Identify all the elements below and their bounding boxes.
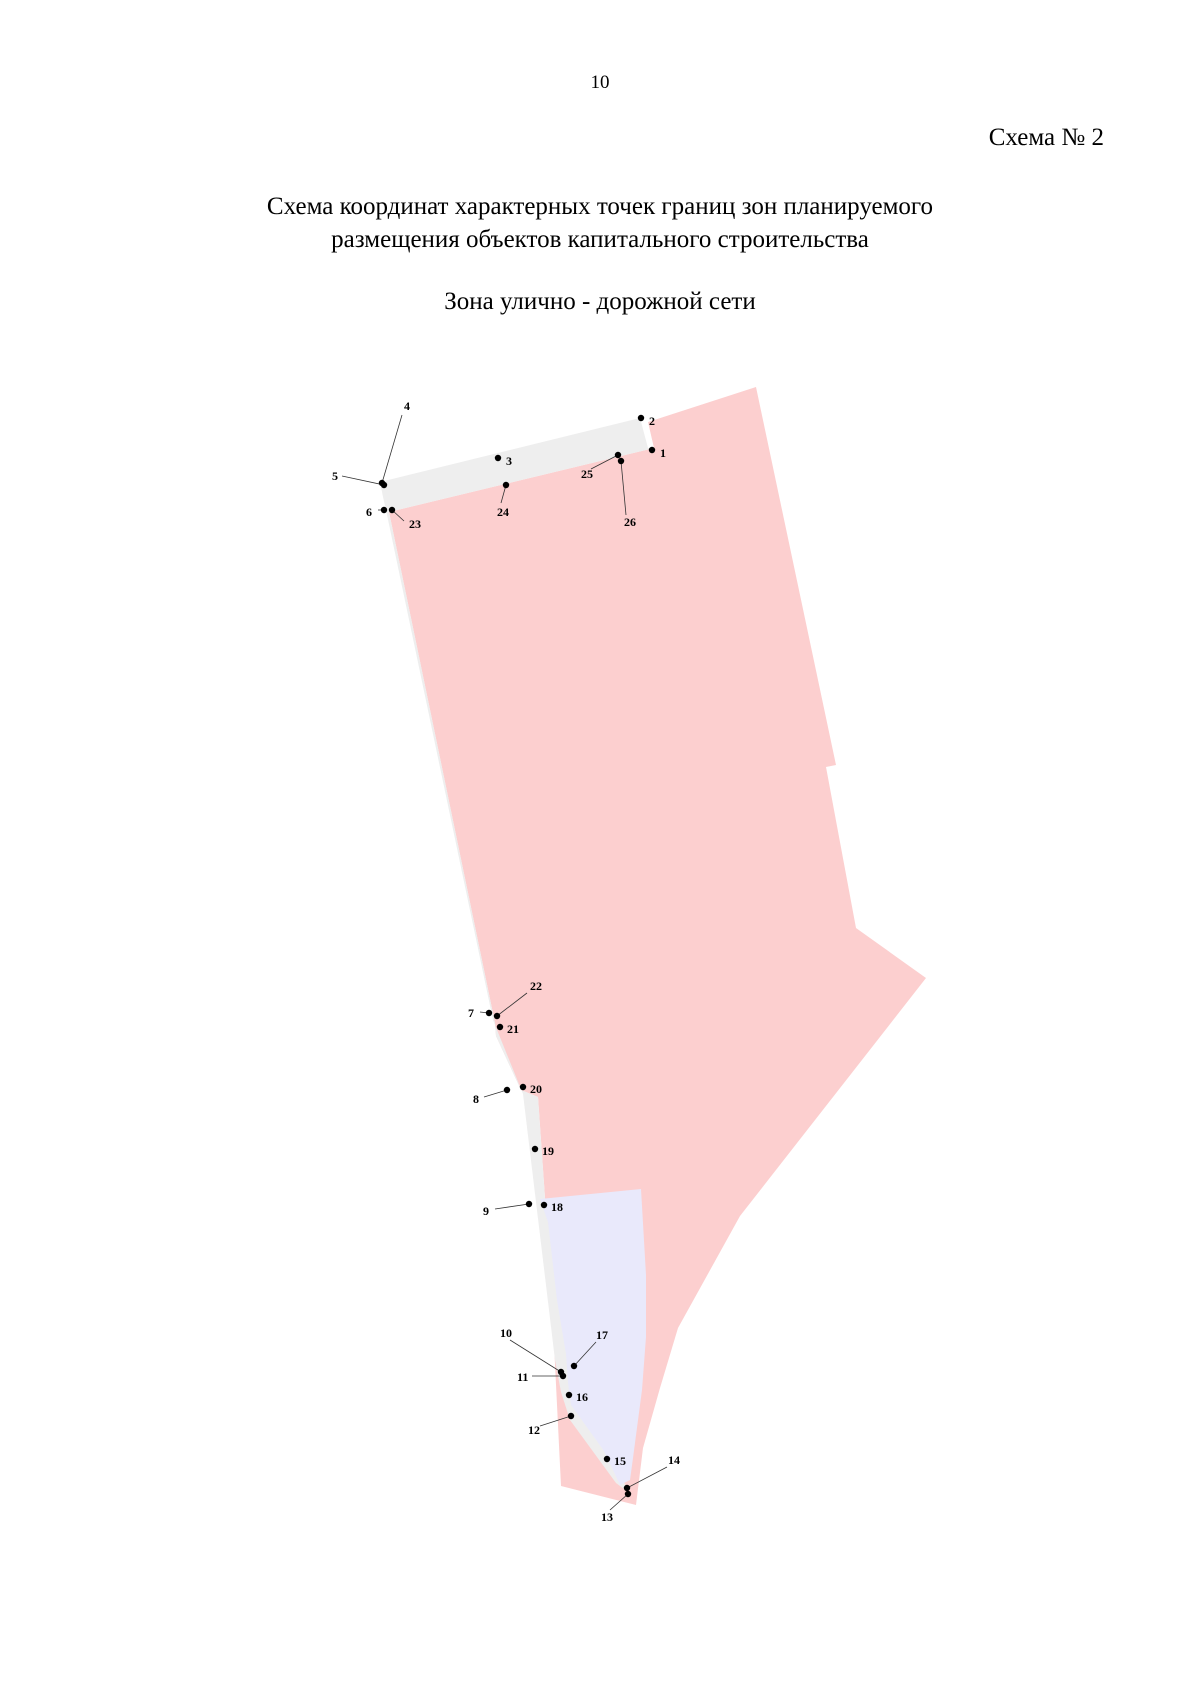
point-label-9: 9 (483, 1204, 489, 1218)
point-label-19: 19 (542, 1144, 554, 1158)
boundary-point-25 (614, 451, 622, 459)
boundary-point-21 (496, 1023, 504, 1031)
point-label-12: 12 (528, 1423, 540, 1437)
point-label-4: 4 (404, 399, 410, 413)
point-label-25: 25 (581, 467, 593, 481)
point-label-2: 2 (649, 414, 655, 428)
boundary-point-20 (519, 1083, 527, 1091)
point-label-22: 22 (530, 979, 542, 993)
point-label-17: 17 (596, 1328, 608, 1342)
boundary-point-3 (494, 454, 502, 462)
scheme-title-line-1: Схема координат характерных точек границ… (266, 193, 934, 220)
point-label-10: 10 (500, 1326, 512, 1340)
point-label-16: 16 (576, 1390, 588, 1404)
leader-line-22 (496, 992, 528, 1017)
boundary-point-11 (559, 1372, 567, 1380)
leader-line-9 (494, 1203, 530, 1210)
point-label-15: 15 (614, 1454, 626, 1468)
point-label-7: 7 (468, 1006, 474, 1020)
leader-line-4 (381, 414, 403, 484)
boundary-point-26 (617, 457, 625, 465)
boundary-point-2 (637, 414, 645, 422)
point-label-26: 26 (624, 515, 636, 529)
point-label-18: 18 (551, 1200, 563, 1214)
boundary-point-23 (388, 506, 396, 514)
point-label-24: 24 (497, 505, 509, 519)
boundary-point-19 (531, 1145, 539, 1153)
boundary-point-14 (623, 1484, 631, 1492)
point-label-5: 5 (332, 469, 338, 483)
leader-line-14 (626, 1466, 668, 1489)
scheme-title: Схема координат характерных точек границ… (0, 190, 1200, 256)
boundary-point-7 (485, 1009, 493, 1017)
boundary-point-16 (565, 1391, 573, 1399)
point-label-8: 8 (473, 1092, 479, 1106)
scheme-label: Схема № 2 (988, 124, 1104, 151)
leader-line-10 (509, 1339, 562, 1373)
boundary-point-18 (540, 1201, 548, 1209)
point-label-14: 14 (668, 1453, 680, 1467)
boundary-point-1 (648, 446, 656, 454)
point-label-3: 3 (506, 454, 512, 468)
boundary-point-13 (624, 1490, 632, 1498)
boundary-point-12 (567, 1412, 575, 1420)
leader-line-25 (590, 454, 619, 470)
point-label-11: 11 (517, 1370, 528, 1384)
leader-line-17 (573, 1341, 597, 1367)
point-label-21: 21 (507, 1022, 519, 1036)
leader-line-26 (620, 460, 627, 516)
boundary-point-8 (503, 1086, 511, 1094)
boundary-point-24 (502, 481, 510, 489)
point-labels: 1234567891011121314151617181920212223242… (332, 399, 680, 1524)
point-label-1: 1 (660, 446, 666, 460)
adjacent-zone (540, 1189, 646, 1485)
leader-line-13 (609, 1493, 629, 1511)
boundary-point-15 (603, 1455, 611, 1463)
point-label-23: 23 (409, 517, 421, 531)
boundary-point-5 (380, 481, 388, 489)
leader-lines (341, 414, 668, 1511)
boundary-point-17 (570, 1362, 578, 1370)
leader-line-8 (483, 1089, 508, 1098)
boundary-point-22 (493, 1012, 501, 1020)
boundary-points (378, 414, 656, 1498)
zone-title: Зона улично - дорожной сети (444, 288, 756, 315)
point-label-6: 6 (366, 505, 372, 519)
page-number: 10 (590, 72, 610, 93)
planned-construction-zone (389, 387, 926, 1505)
scheme-title-line-2: размещения объектов капитального строите… (331, 226, 869, 253)
boundary-point-9 (525, 1200, 533, 1208)
leader-line-5 (341, 475, 385, 486)
boundary-point-6 (380, 506, 388, 514)
point-label-20: 20 (530, 1082, 542, 1096)
point-label-13: 13 (601, 1510, 613, 1524)
leader-line-12 (539, 1415, 572, 1427)
